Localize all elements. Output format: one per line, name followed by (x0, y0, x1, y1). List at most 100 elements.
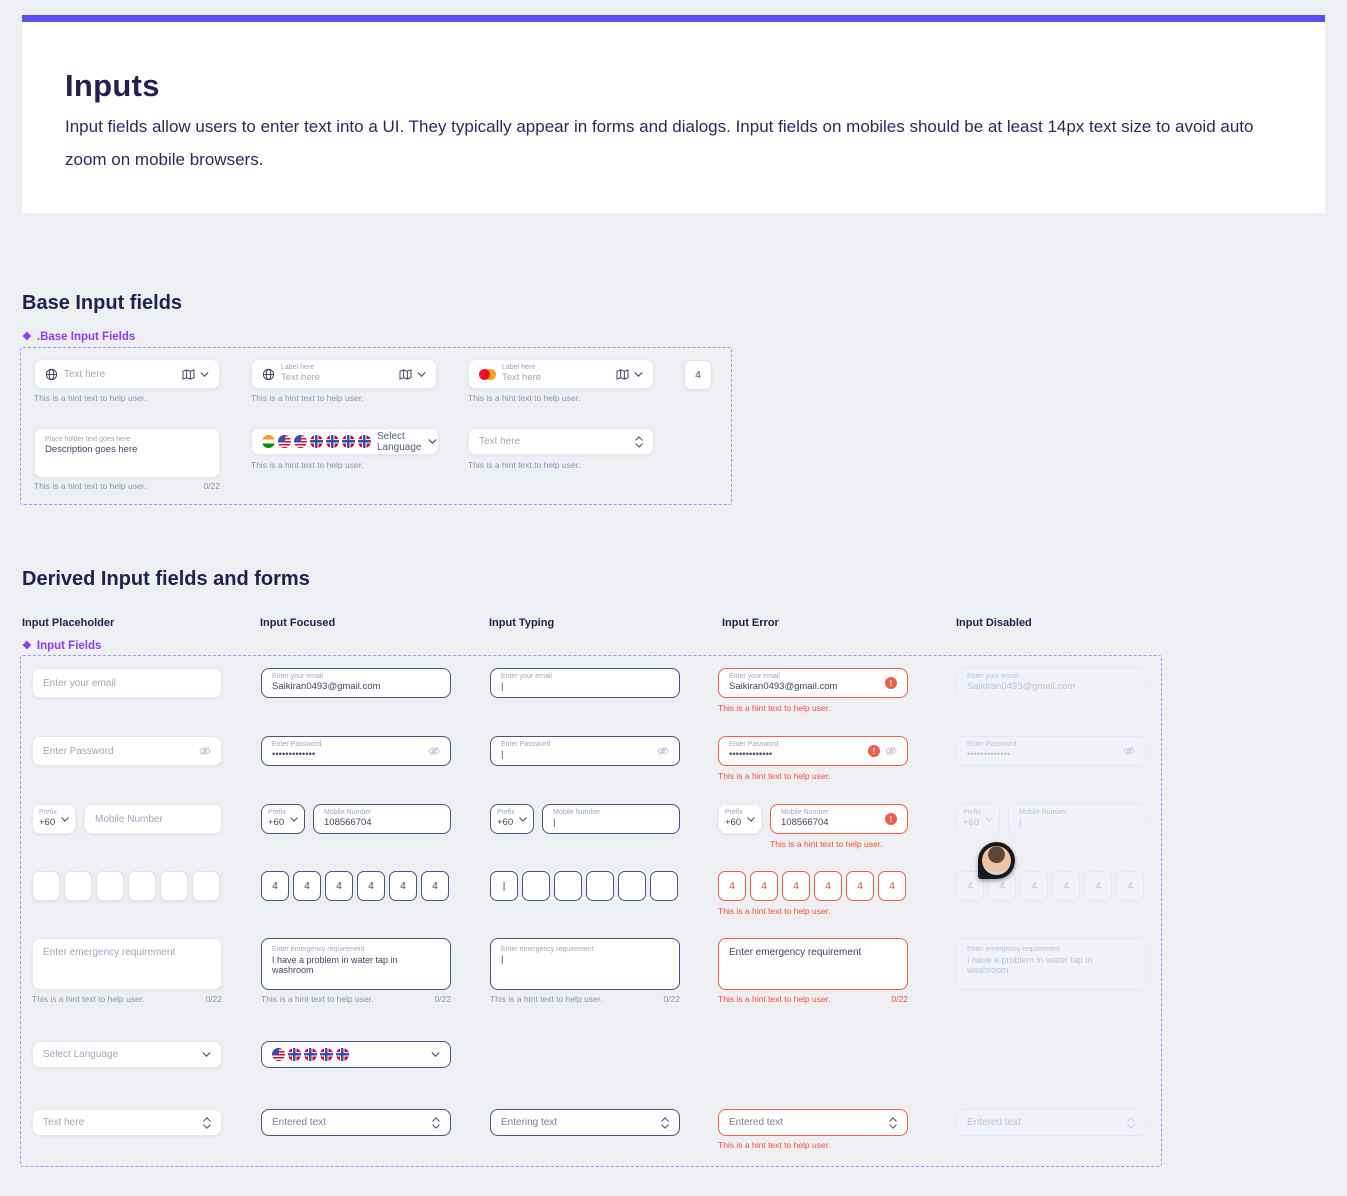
stepper-icons[interactable] (661, 1116, 669, 1129)
otp-box[interactable]: 4 (325, 871, 353, 901)
otp-box[interactable]: 4 (389, 871, 417, 901)
email-input-error[interactable]: Enter your email Saikiran0493@gmail.com (718, 668, 908, 698)
password-input-error[interactable]: Enter Password ••••••••••••• (718, 736, 908, 766)
globe-icon (262, 368, 275, 381)
otp-box[interactable]: 4 (293, 871, 321, 901)
field-stack: Mobile Number 108566704 (781, 809, 829, 829)
prefix-select[interactable]: Prefix +60 (490, 804, 534, 834)
text-cursor: | (1019, 817, 1022, 829)
otp-box[interactable] (618, 871, 646, 901)
otp-box[interactable] (160, 871, 188, 901)
chevron-down-icon[interactable] (200, 371, 209, 377)
otp-box[interactable] (128, 871, 156, 901)
field-stack: Enter emergency requirement I have a pro… (967, 946, 1093, 976)
prefix-select[interactable]: Prefix +60 (32, 804, 76, 834)
input-placeholder: Text here (502, 372, 542, 384)
base-stepper-input[interactable]: Text here (468, 428, 654, 455)
base-card-input[interactable]: Label here Text here (468, 359, 654, 389)
chevron-down-icon[interactable] (428, 439, 437, 444)
base-textarea[interactable]: Place holder text goes here Description … (34, 428, 220, 478)
emergency-textarea-error[interactable]: Enter emergency requirement (718, 938, 908, 990)
derived-component-label: ❖ Input Fields (22, 639, 102, 652)
nordic-flag-icon (320, 1048, 333, 1061)
flag-icons (262, 435, 371, 448)
mobile-input-typing[interactable]: Mobile Number | (542, 804, 680, 834)
chevron-down-icon (985, 816, 993, 822)
chevron-down-icon[interactable] (61, 816, 69, 822)
stepper-input-placeholder[interactable]: Text here (32, 1109, 222, 1136)
chevron-down-icon[interactable] (634, 371, 643, 377)
floating-label: Place holder text goes here (45, 436, 131, 443)
chevron-down-icon[interactable] (202, 1052, 211, 1057)
base-labeled-input[interactable]: Label here Text here (251, 359, 437, 389)
otp-box[interactable]: 4 (846, 871, 874, 901)
mobile-input-error[interactable]: Mobile Number 108566704 (770, 804, 908, 834)
mobile-input-placeholder[interactable]: Mobile Number (84, 804, 222, 834)
otp-box[interactable]: 4 (782, 871, 810, 901)
emergency-textarea-placeholder[interactable]: Enter emergency requirement (32, 938, 222, 990)
email-input-placeholder[interactable]: Enter your email (32, 668, 222, 698)
field-stack: Enter emergency requirement | (501, 946, 594, 966)
chevron-down-icon[interactable] (431, 1052, 440, 1057)
otp-box[interactable]: 4 (750, 871, 778, 901)
chevron-down-icon[interactable] (747, 816, 755, 822)
stepper-icons[interactable] (203, 1116, 211, 1129)
hint-text: This is a hint text to help user. (34, 481, 147, 491)
emergency-textarea-focused[interactable]: Enter emergency requirement I have a pro… (261, 938, 451, 990)
language-select-focused[interactable] (261, 1041, 451, 1068)
mobile-input-focused[interactable]: Mobile Number 108566704 (313, 804, 451, 834)
otp-box[interactable] (96, 871, 124, 901)
stepper-icons[interactable] (432, 1116, 440, 1129)
hint-text: This is a hint text to help user. (490, 994, 603, 1004)
otp-box[interactable]: 4 (718, 871, 746, 901)
email-input-focused[interactable]: Enter your email Saikiran0493@gmail.com (261, 668, 451, 698)
otp-box[interactable] (192, 871, 220, 901)
language-select-placeholder[interactable]: Select Language (32, 1041, 222, 1068)
otp-box[interactable]: 4 (421, 871, 449, 901)
base-language-select[interactable]: Select Language (251, 428, 439, 455)
char-counter: 0/22 (205, 994, 222, 1004)
otp-box[interactable]: 4 (684, 360, 712, 390)
chevron-down-icon[interactable] (417, 371, 426, 377)
otp-box[interactable]: 4 (357, 871, 385, 901)
emergency-textarea-typing[interactable]: Enter emergency requirement | (490, 938, 680, 990)
input-placeholder: Text here (64, 368, 106, 380)
prefix-select[interactable]: Prefix +60 (261, 804, 305, 834)
trailing-icons (868, 745, 897, 757)
otp-box[interactable] (522, 871, 550, 901)
otp-box[interactable] (650, 871, 678, 901)
stepper-input-typing[interactable]: Entering text (490, 1109, 680, 1136)
stepper-icons[interactable] (889, 1116, 897, 1129)
password-input-focused[interactable]: Enter Password ••••••••••••• (261, 736, 451, 766)
nordic-flag-icon (342, 435, 355, 448)
stepper-input-focused[interactable]: Entered text (261, 1109, 451, 1136)
stepper-icons[interactable] (635, 435, 643, 448)
password-input-typing[interactable]: Enter Password | (490, 736, 680, 766)
component-diamond-icon: ❖ (22, 639, 32, 652)
otp-box[interactable] (554, 871, 582, 901)
stepper-input-error[interactable]: Entered text (718, 1109, 908, 1136)
field-stack: Prefix +60 (39, 809, 57, 829)
eye-off-icon[interactable] (885, 745, 897, 757)
otp-box[interactable]: 4 (814, 871, 842, 901)
nordic-flag-icon (336, 1048, 349, 1061)
otp-box[interactable]: 4 (261, 871, 289, 901)
otp-box[interactable] (586, 871, 614, 901)
otp-box[interactable]: | (490, 871, 518, 901)
base-text-input[interactable]: Text here (34, 359, 220, 389)
otp-box[interactable]: 4 (878, 871, 906, 901)
email-input-typing[interactable]: Enter your email | (490, 668, 680, 698)
eye-off-icon[interactable] (428, 745, 440, 757)
chevron-down-icon[interactable] (290, 816, 298, 822)
eye-off-icon (1123, 745, 1135, 757)
chevron-down-icon[interactable] (519, 816, 527, 822)
field-stack: Enter your email Saikiran0493@gmail.com (272, 673, 381, 693)
eye-off-icon[interactable] (199, 745, 211, 757)
prefix-select[interactable]: Prefix +60 (718, 804, 762, 834)
eye-off-icon[interactable] (657, 745, 669, 757)
otp-box[interactable] (32, 871, 60, 901)
otp-box[interactable] (64, 871, 92, 901)
password-input-placeholder[interactable]: Enter Password (32, 736, 222, 766)
input-fields-frame: Enter your email Enter your email Saikir… (20, 655, 1162, 1167)
